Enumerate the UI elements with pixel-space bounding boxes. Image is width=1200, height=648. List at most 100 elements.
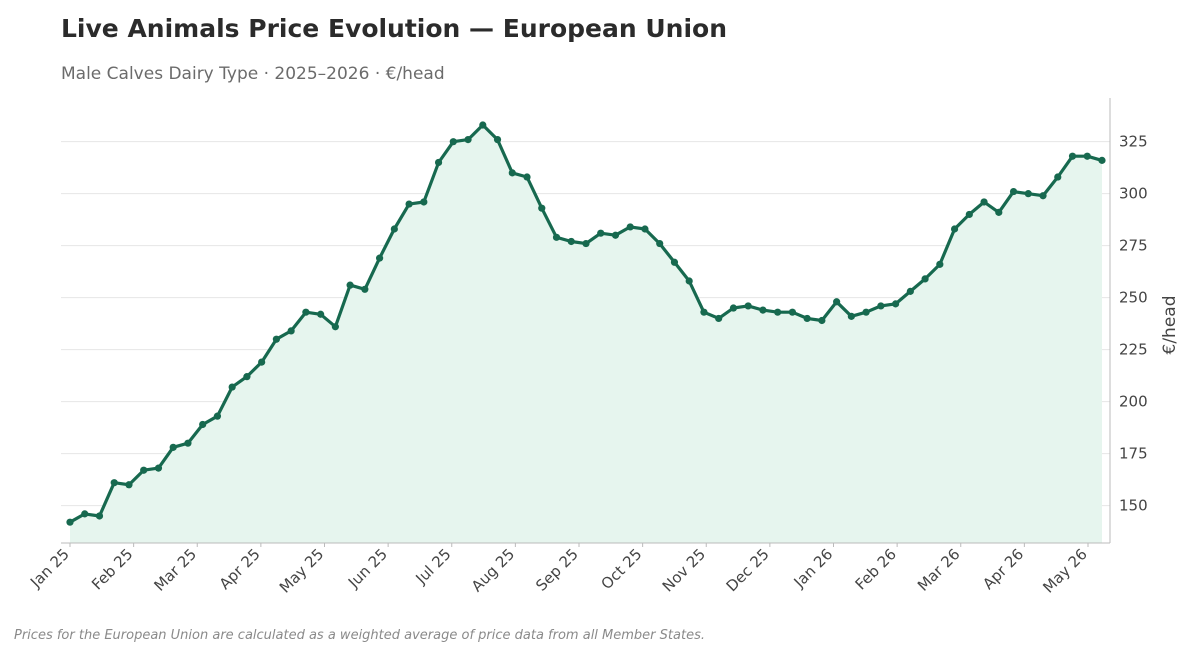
data-point [140,466,148,474]
x-tick-label: Jan 26 [790,545,837,592]
data-point [287,327,295,335]
chart-title: Live Animals Price Evolution — European … [61,14,728,43]
data-point [995,208,1003,216]
data-point [199,420,207,429]
data-point [980,198,988,206]
data-point [1068,152,1077,160]
x-tick-label: Mar 26 [914,545,964,595]
data-point [774,308,782,316]
data-point [66,518,74,526]
x-tick-label: May 26 [1039,545,1091,597]
x-tick-label: Jul 25 [411,545,454,588]
data-point [361,285,369,293]
data-point [479,121,487,129]
data-point [1009,187,1018,196]
data-point [331,323,339,331]
data-point [213,412,222,420]
data-point [538,204,546,212]
data-point [449,138,457,146]
data-point [803,314,811,323]
data-point [582,239,590,248]
y-tick-label: 200 [1119,393,1148,411]
data-point [685,277,693,285]
data-point [169,443,177,451]
axes [61,98,1111,544]
data-point [936,260,944,268]
data-point [611,231,620,239]
data-point [641,225,649,233]
price-area-fill [70,125,1102,543]
data-point [965,210,973,219]
y-tick-label: 300 [1119,185,1148,203]
data-point [552,233,561,241]
data-point [390,225,398,233]
data-point [95,512,104,520]
x-tick-label: Oct 25 [598,545,646,593]
y-tick-label: 325 [1119,133,1148,151]
data-point [892,300,900,308]
x-tick-label: Jun 25 [344,545,391,592]
data-point [508,169,516,177]
data-point [493,135,502,144]
y-axis-title: €/head [1160,296,1180,355]
data-point [847,312,855,320]
data-point [1054,173,1062,181]
x-tick-labels: Jan 25 Feb 25 Mar 25 Apr 25 May 25 Jun 25 Jul … [26,543,1091,597]
data-point [597,229,605,237]
data-point [567,237,575,246]
data-point [154,464,163,472]
data-point [759,306,767,314]
chart-subtitle: Male Calves Dairy Type · 2025–2026 · €/h… [61,64,445,84]
x-tick-label: Aug 25 [468,545,518,595]
data-point [1098,156,1106,164]
data-point [317,310,325,318]
data-point [228,383,236,391]
y-tick-label: 150 [1119,497,1148,515]
data-point [744,302,752,310]
y-tick-label: 175 [1119,445,1148,463]
data-point [670,258,679,266]
data-point [376,254,384,262]
data-point [258,358,266,366]
data-points [66,121,1106,526]
data-point [729,304,738,312]
x-tick-label: Jan 25 [26,545,73,592]
data-point [523,173,531,181]
data-point [405,200,413,208]
x-tick-label: Apr 26 [979,545,1027,593]
x-tick-label: Feb 26 [852,545,900,593]
data-point [906,287,914,295]
data-point [243,373,251,381]
y-tick-label: 250 [1119,289,1148,307]
x-tick-label: Apr 25 [216,545,264,593]
data-point [464,135,472,144]
x-tick-label: Dec 25 [723,545,773,595]
data-point [346,281,354,289]
data-point [184,439,192,447]
data-point [434,158,443,167]
data-point [81,510,89,518]
data-point [1083,152,1091,160]
data-point [715,314,723,323]
footnote: Prices for the European Union are calcul… [14,628,705,643]
data-point [788,308,797,316]
data-point [1039,192,1047,200]
data-point [420,198,428,206]
data-point [272,335,280,343]
data-point [1024,190,1032,198]
data-point [877,302,885,310]
data-point [626,223,634,231]
data-point [818,316,826,325]
x-tick-label: Sep 25 [532,545,582,595]
data-point [862,308,870,316]
x-tick-label: May 25 [276,545,328,597]
data-point [110,479,118,487]
data-point [125,481,133,489]
x-tick-label: Feb 25 [88,545,136,593]
data-point [950,225,959,233]
data-point [833,298,841,306]
x-tick-label: Nov 25 [659,545,709,595]
data-point [921,275,929,283]
x-tick-label: Mar 25 [150,545,200,595]
